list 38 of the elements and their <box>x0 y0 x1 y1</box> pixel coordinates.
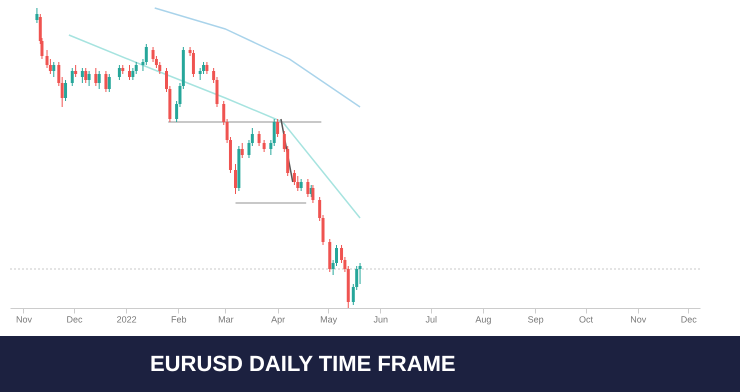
candlestick <box>118 64 121 80</box>
candlestick <box>94 68 98 86</box>
candlestick <box>98 70 101 90</box>
x-tick-label: Mar <box>218 314 234 324</box>
candlestick <box>276 118 280 138</box>
candlestick <box>74 64 78 78</box>
text: EURUSD DAILY TIME FRAME <box>0 336 740 392</box>
x-tick-label: May <box>320 314 338 324</box>
x-tick-label: Feb <box>171 314 187 324</box>
x-tick-label: Dec <box>66 314 83 324</box>
candlestick <box>108 74 111 92</box>
candlestick <box>300 178 303 192</box>
x-tick-label: Nov <box>16 314 32 324</box>
candlestick <box>192 50 195 78</box>
x-tick-label: Aug <box>475 314 492 324</box>
x-tick-label: Jul <box>425 314 437 324</box>
candlestick <box>128 64 131 80</box>
candlestick <box>258 130 261 146</box>
candlestick <box>35 8 38 24</box>
candlestick <box>80 68 84 84</box>
x-tick-label: Jun <box>373 314 388 324</box>
candlestick <box>240 142 244 158</box>
candlestick <box>52 62 56 78</box>
x-tick-label: Apr <box>271 314 286 324</box>
candlestick <box>70 68 74 86</box>
candlestick <box>306 178 310 198</box>
x-tick-label: Oct <box>579 314 594 324</box>
x-tick-label: Dec <box>680 314 698 324</box>
candlestick <box>104 70 108 92</box>
candlestick <box>262 140 266 152</box>
x-tick-label: Nov <box>630 314 647 324</box>
candlestick <box>234 164 238 194</box>
x-tick-label: 2022 <box>116 314 137 324</box>
candlestick <box>205 62 208 74</box>
x-tick-label: Sep <box>528 314 544 324</box>
candlestick <box>84 68 88 84</box>
candlestick <box>88 70 91 86</box>
candlestick <box>64 80 68 102</box>
